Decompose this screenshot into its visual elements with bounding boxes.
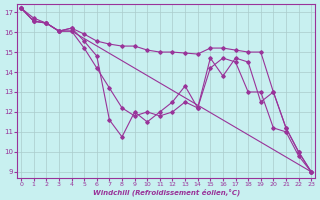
X-axis label: Windchill (Refroidissement éolien,°C): Windchill (Refroidissement éolien,°C) (92, 188, 240, 196)
